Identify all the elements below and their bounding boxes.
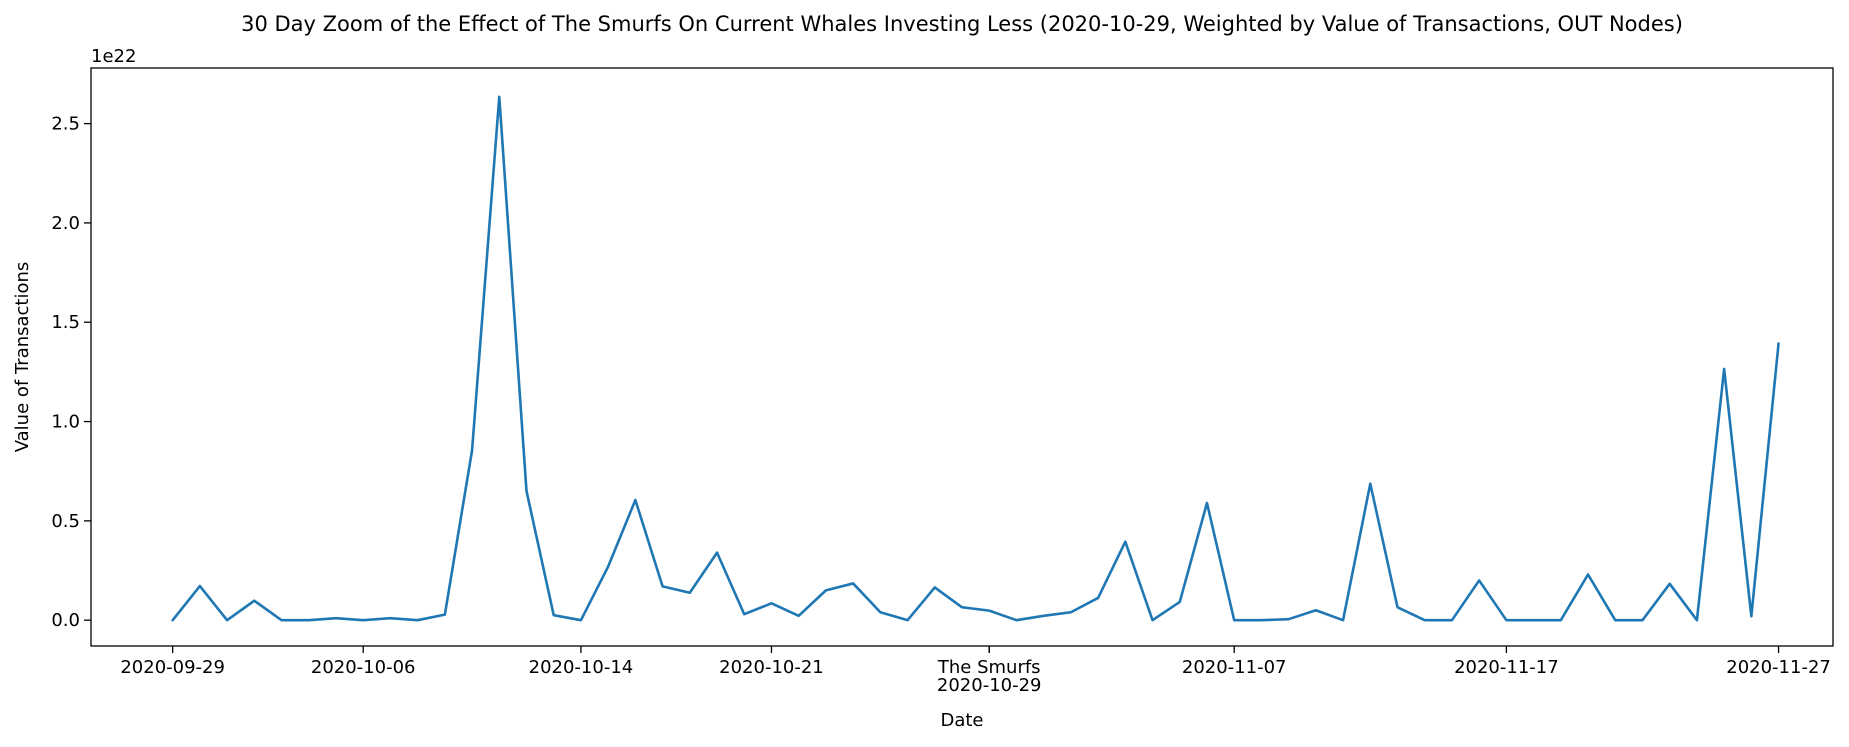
y-tick-label: 1.5 <box>51 312 80 333</box>
x-tick-label: 2020-11-07 <box>1182 657 1287 678</box>
x-axis-label: Date <box>940 710 983 731</box>
y-axis-ticks: 0.0 0.5 1.0 1.5 2.0 2.5 <box>51 114 91 631</box>
x-tick-label: 2020-10-21 <box>719 657 824 678</box>
x-tick-label: 2020-10-14 <box>529 657 634 678</box>
y-tick-label: 0.0 <box>51 610 80 631</box>
series-line <box>171 95 1780 622</box>
y-offset-label: 1e22 <box>91 46 136 67</box>
y-tick-label: 1.0 <box>51 412 80 433</box>
x-tick-label: 2020-09-29 <box>120 657 225 678</box>
y-tick-label: 0.5 <box>51 511 80 532</box>
y-tick-label: 2.5 <box>51 114 80 135</box>
annotation-label: The Smurfs <box>937 657 1041 678</box>
chart-annotations: The Smurfs <box>937 646 1041 678</box>
x-tick-label: 2020-11-27 <box>1726 657 1831 678</box>
plot-frame <box>90 67 1834 647</box>
chart-title: 30 Day Zoom of the Effect of The Smurfs … <box>241 12 1683 36</box>
x-tick-label: 2020-10-29 <box>937 675 1042 696</box>
y-axis-label: Value of Transactions <box>12 262 33 453</box>
x-axis-ticks: 2020-09-29 2020-10-06 2020-10-14 2020-10-21… <box>120 646 1831 696</box>
y-tick-label: 2.0 <box>51 213 80 234</box>
x-tick-label: 2020-11-17 <box>1454 657 1559 678</box>
x-tick-label: 2020-10-06 <box>311 657 416 678</box>
